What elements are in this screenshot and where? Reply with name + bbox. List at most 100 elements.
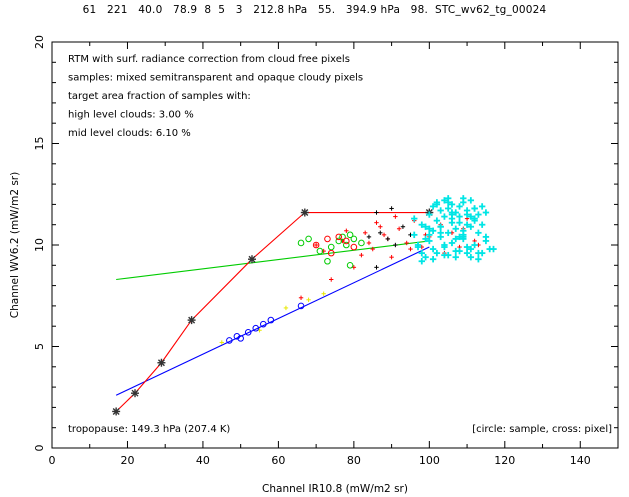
- cross-point-black: [378, 230, 383, 236]
- cross-point-cyan: [411, 215, 418, 222]
- cross-point-red: [313, 242, 319, 248]
- x-tick-label: 80: [347, 454, 361, 467]
- cross-point-cyan: [471, 241, 478, 249]
- circle-point-green: [297, 239, 305, 247]
- cross-point-cyan: [478, 203, 486, 210]
- circle-point-blue: [226, 337, 233, 344]
- circle-point-red: [324, 235, 331, 243]
- circle-point-green: [305, 235, 312, 243]
- cross-point-cyan: [448, 239, 456, 247]
- circle-point-green: [346, 262, 354, 269]
- cross-point-cyan: [429, 227, 437, 234]
- circle-point-green: [324, 257, 331, 265]
- cross-point-cyan: [460, 227, 467, 234]
- cross-point-cyan: [445, 205, 452, 212]
- cross-point-cyan: [422, 235, 429, 243]
- annotation-line: RTM with surf. radiance correction from …: [68, 54, 350, 65]
- cross-point-black: [389, 206, 394, 211]
- cross-point-cyan: [467, 245, 475, 253]
- circle-point-blue: [260, 320, 267, 328]
- cross-point-cyan: [441, 243, 448, 251]
- cross-point-cyan: [445, 229, 452, 237]
- y-tick-label: 0: [33, 445, 46, 452]
- marker-legend: [circle: sample, cross: pixel]: [472, 424, 612, 435]
- series-line-green: [116, 240, 430, 281]
- cross-point-cyan: [448, 201, 456, 208]
- star-marker: [187, 316, 196, 325]
- plot-frame: [51, 41, 619, 449]
- cross-point-red: [396, 226, 402, 231]
- cross-point-cyan: [456, 213, 463, 220]
- cross-point-cyan: [471, 215, 478, 222]
- circle-point-green: [335, 237, 343, 245]
- x-tick-label: 40: [196, 454, 210, 467]
- circle-point-red: [312, 241, 320, 249]
- cross-point-cyan: [456, 219, 463, 226]
- cross-point-red: [329, 277, 334, 282]
- y-tick-label: 10: [33, 238, 46, 252]
- cross-point-red: [393, 214, 398, 219]
- cross-point-yellow: [219, 340, 224, 345]
- annotation-line: samples: mixed semitransparent and opaqu…: [68, 73, 363, 84]
- cross-point-cyan: [475, 229, 482, 237]
- cross-point-black: [393, 242, 398, 248]
- circle-point-red: [327, 249, 335, 257]
- cross-point-yellow: [306, 297, 311, 303]
- y-axis-label: Channel WV6.2 (mW/m2 sr): [9, 172, 21, 318]
- circle-point-blue: [267, 316, 275, 324]
- cross-point-cyan: [467, 253, 475, 261]
- circle-point-green: [358, 239, 365, 247]
- circle-point-blue: [244, 328, 252, 336]
- cross-point-red: [381, 232, 387, 238]
- cross-point-cyan: [433, 201, 441, 208]
- x-tick-label: 60: [271, 454, 285, 467]
- star-marker: [131, 389, 140, 398]
- star-marker: [300, 208, 309, 217]
- circle-point-red: [350, 243, 358, 251]
- cross-point-cyan: [441, 197, 448, 204]
- cross-point-cyan: [467, 223, 475, 230]
- circle-point-blue: [297, 302, 305, 310]
- cross-point-red: [378, 224, 383, 229]
- cross-point-cyan: [426, 225, 433, 232]
- y-tick-label: 15: [33, 137, 46, 151]
- cross-point-black: [400, 224, 406, 229]
- cross-point-cyan: [426, 231, 433, 239]
- cross-point-cyan: [467, 213, 475, 220]
- circle-point-blue: [237, 335, 244, 342]
- circle-point-green: [327, 243, 335, 251]
- star-marker: [247, 255, 256, 264]
- cross-point-yellow: [321, 291, 326, 296]
- cross-point-cyan: [429, 245, 437, 253]
- cross-point-cyan: [463, 249, 471, 257]
- cross-point-cyan: [482, 233, 490, 241]
- cross-point-cyan: [478, 249, 486, 257]
- cross-point-cyan: [463, 211, 471, 218]
- cross-point-cyan: [429, 203, 437, 210]
- cross-point-cyan: [433, 217, 441, 224]
- series-line-blue: [115, 246, 430, 396]
- circle-point-red: [343, 237, 350, 245]
- cross-point-cyan: [452, 235, 459, 243]
- circle-point-blue: [233, 333, 241, 340]
- x-tick-label: 100: [419, 454, 440, 467]
- cross-point-cyan: [411, 231, 418, 239]
- x-tick-label: 0: [49, 454, 56, 467]
- cross-point-cyan: [482, 209, 490, 216]
- x-tick-label: 140: [570, 454, 591, 467]
- cross-point-yellow: [283, 305, 289, 311]
- star-marker: [157, 358, 166, 367]
- cross-point-cyan: [490, 245, 497, 253]
- cross-point-cyan: [471, 205, 478, 212]
- cross-point-cyan: [418, 221, 425, 228]
- tropopause-label: tropopause: 149.3 hPa (207.4 K): [68, 424, 230, 435]
- cross-point-black: [385, 236, 391, 242]
- cross-point-cyan: [475, 256, 482, 263]
- cross-point-cyan: [429, 256, 437, 263]
- cross-point-cyan: [433, 249, 441, 257]
- cross-point-cyan: [475, 211, 482, 218]
- cross-point-red: [408, 246, 413, 252]
- cross-point-red: [404, 240, 409, 246]
- cross-point-cyan: [460, 195, 467, 202]
